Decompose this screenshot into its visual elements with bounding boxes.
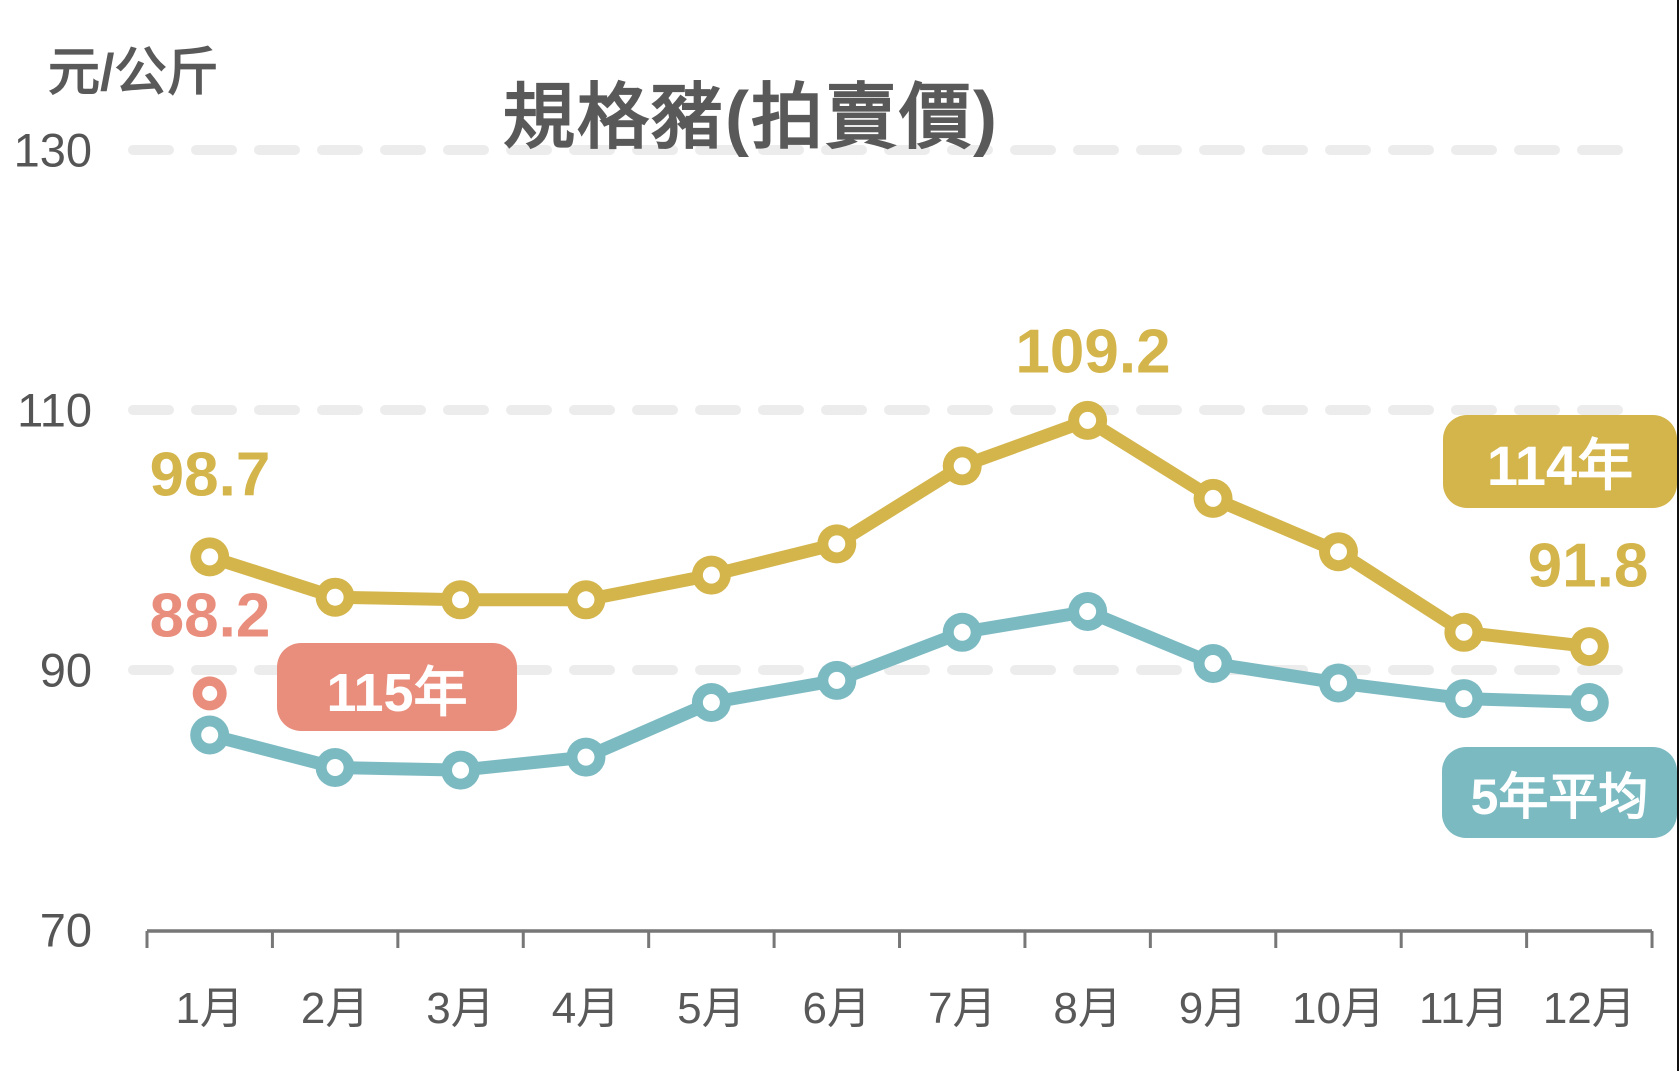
y-tick-110: 110: [17, 383, 92, 437]
screen-right-border: [1677, 0, 1679, 1071]
x-axis-label-month-9: 9月: [1178, 984, 1248, 1033]
data-point-hole-s0-m9: [1204, 489, 1222, 507]
data-point-hole-s0-m4: [577, 591, 595, 609]
y-tick-130: 130: [13, 123, 92, 177]
data-point-hole-s0-m2: [326, 588, 344, 606]
x-axis-label-month-12: 12月: [1542, 984, 1636, 1033]
data-point-hole-s2-m1: [202, 685, 218, 701]
data-point-hole-s1-m7: [953, 623, 971, 641]
y-tick-70: 70: [39, 903, 92, 957]
data-point-hole-s1-m11: [1455, 690, 1473, 708]
data-point-hole-s0-m12: [1580, 638, 1598, 656]
data-point-hole-s0-m5: [702, 566, 720, 584]
x-axis-label-month-10: 10月: [1291, 984, 1385, 1033]
data-point-hole-s0-m10: [1329, 543, 1347, 561]
data-point-hole-s1-m8: [1079, 603, 1097, 620]
data-point-hole-s0-m7: [953, 457, 971, 475]
series-line-0: [203, 413, 1596, 654]
data-point-hole-s1-m4: [577, 748, 595, 766]
data-point-hole-s1-m3: [452, 761, 470, 779]
data-point-hole-s1-m2: [326, 759, 344, 776]
x-axis-label-month-1: 1月: [175, 984, 244, 1033]
data-label-114-jan: 98.7: [149, 440, 271, 510]
data-point-hole-s0-m6: [828, 535, 846, 553]
data-point-hole-s0-m8: [1079, 411, 1097, 429]
chart-title: 規格豬(拍賣價): [503, 78, 999, 158]
data-point-hole-s0-m11: [1455, 623, 1473, 641]
data-point-hole-s0-m3: [452, 591, 470, 609]
legend-chip-5yr-average: 5年平均: [1442, 747, 1677, 838]
data-label-114-dec: 91.8: [1527, 531, 1649, 601]
y-axis-unit-label: 元/公斤: [48, 44, 219, 102]
x-axis-label-month-8: 8月: [1053, 984, 1122, 1033]
data-point-hole-s1-m1: [201, 726, 219, 744]
data-point-hole-s1-m9: [1204, 655, 1222, 672]
x-axis-label-month-11: 11月: [1419, 984, 1509, 1033]
data-point-hole-s1-m12: [1580, 694, 1598, 711]
data-point-hole-s1-m5: [702, 694, 720, 711]
data-label-115-jan: 88.2: [149, 581, 271, 651]
x-axis-label-month-4: 4月: [551, 984, 621, 1033]
x-axis-label-month-3: 3月: [426, 984, 495, 1033]
x-axis-label-month-5: 5月: [677, 984, 746, 1033]
data-point-hole-s0-m1: [201, 548, 219, 566]
series-line-1: [203, 605, 1596, 777]
x-axis-label-month-2: 2月: [300, 984, 370, 1033]
data-label-114-aug: 109.2: [1015, 317, 1171, 387]
legend-chip-115: 115年: [277, 643, 517, 731]
x-axis-label-month-7: 7月: [927, 984, 997, 1033]
data-point-hole-s1-m6: [828, 671, 846, 689]
y-tick-90: 90: [39, 643, 92, 697]
data-point-hole-s1-m10: [1329, 674, 1347, 692]
x-axis-label-month-6: 6月: [802, 984, 872, 1033]
legend-chip-114: 114年: [1443, 415, 1677, 508]
